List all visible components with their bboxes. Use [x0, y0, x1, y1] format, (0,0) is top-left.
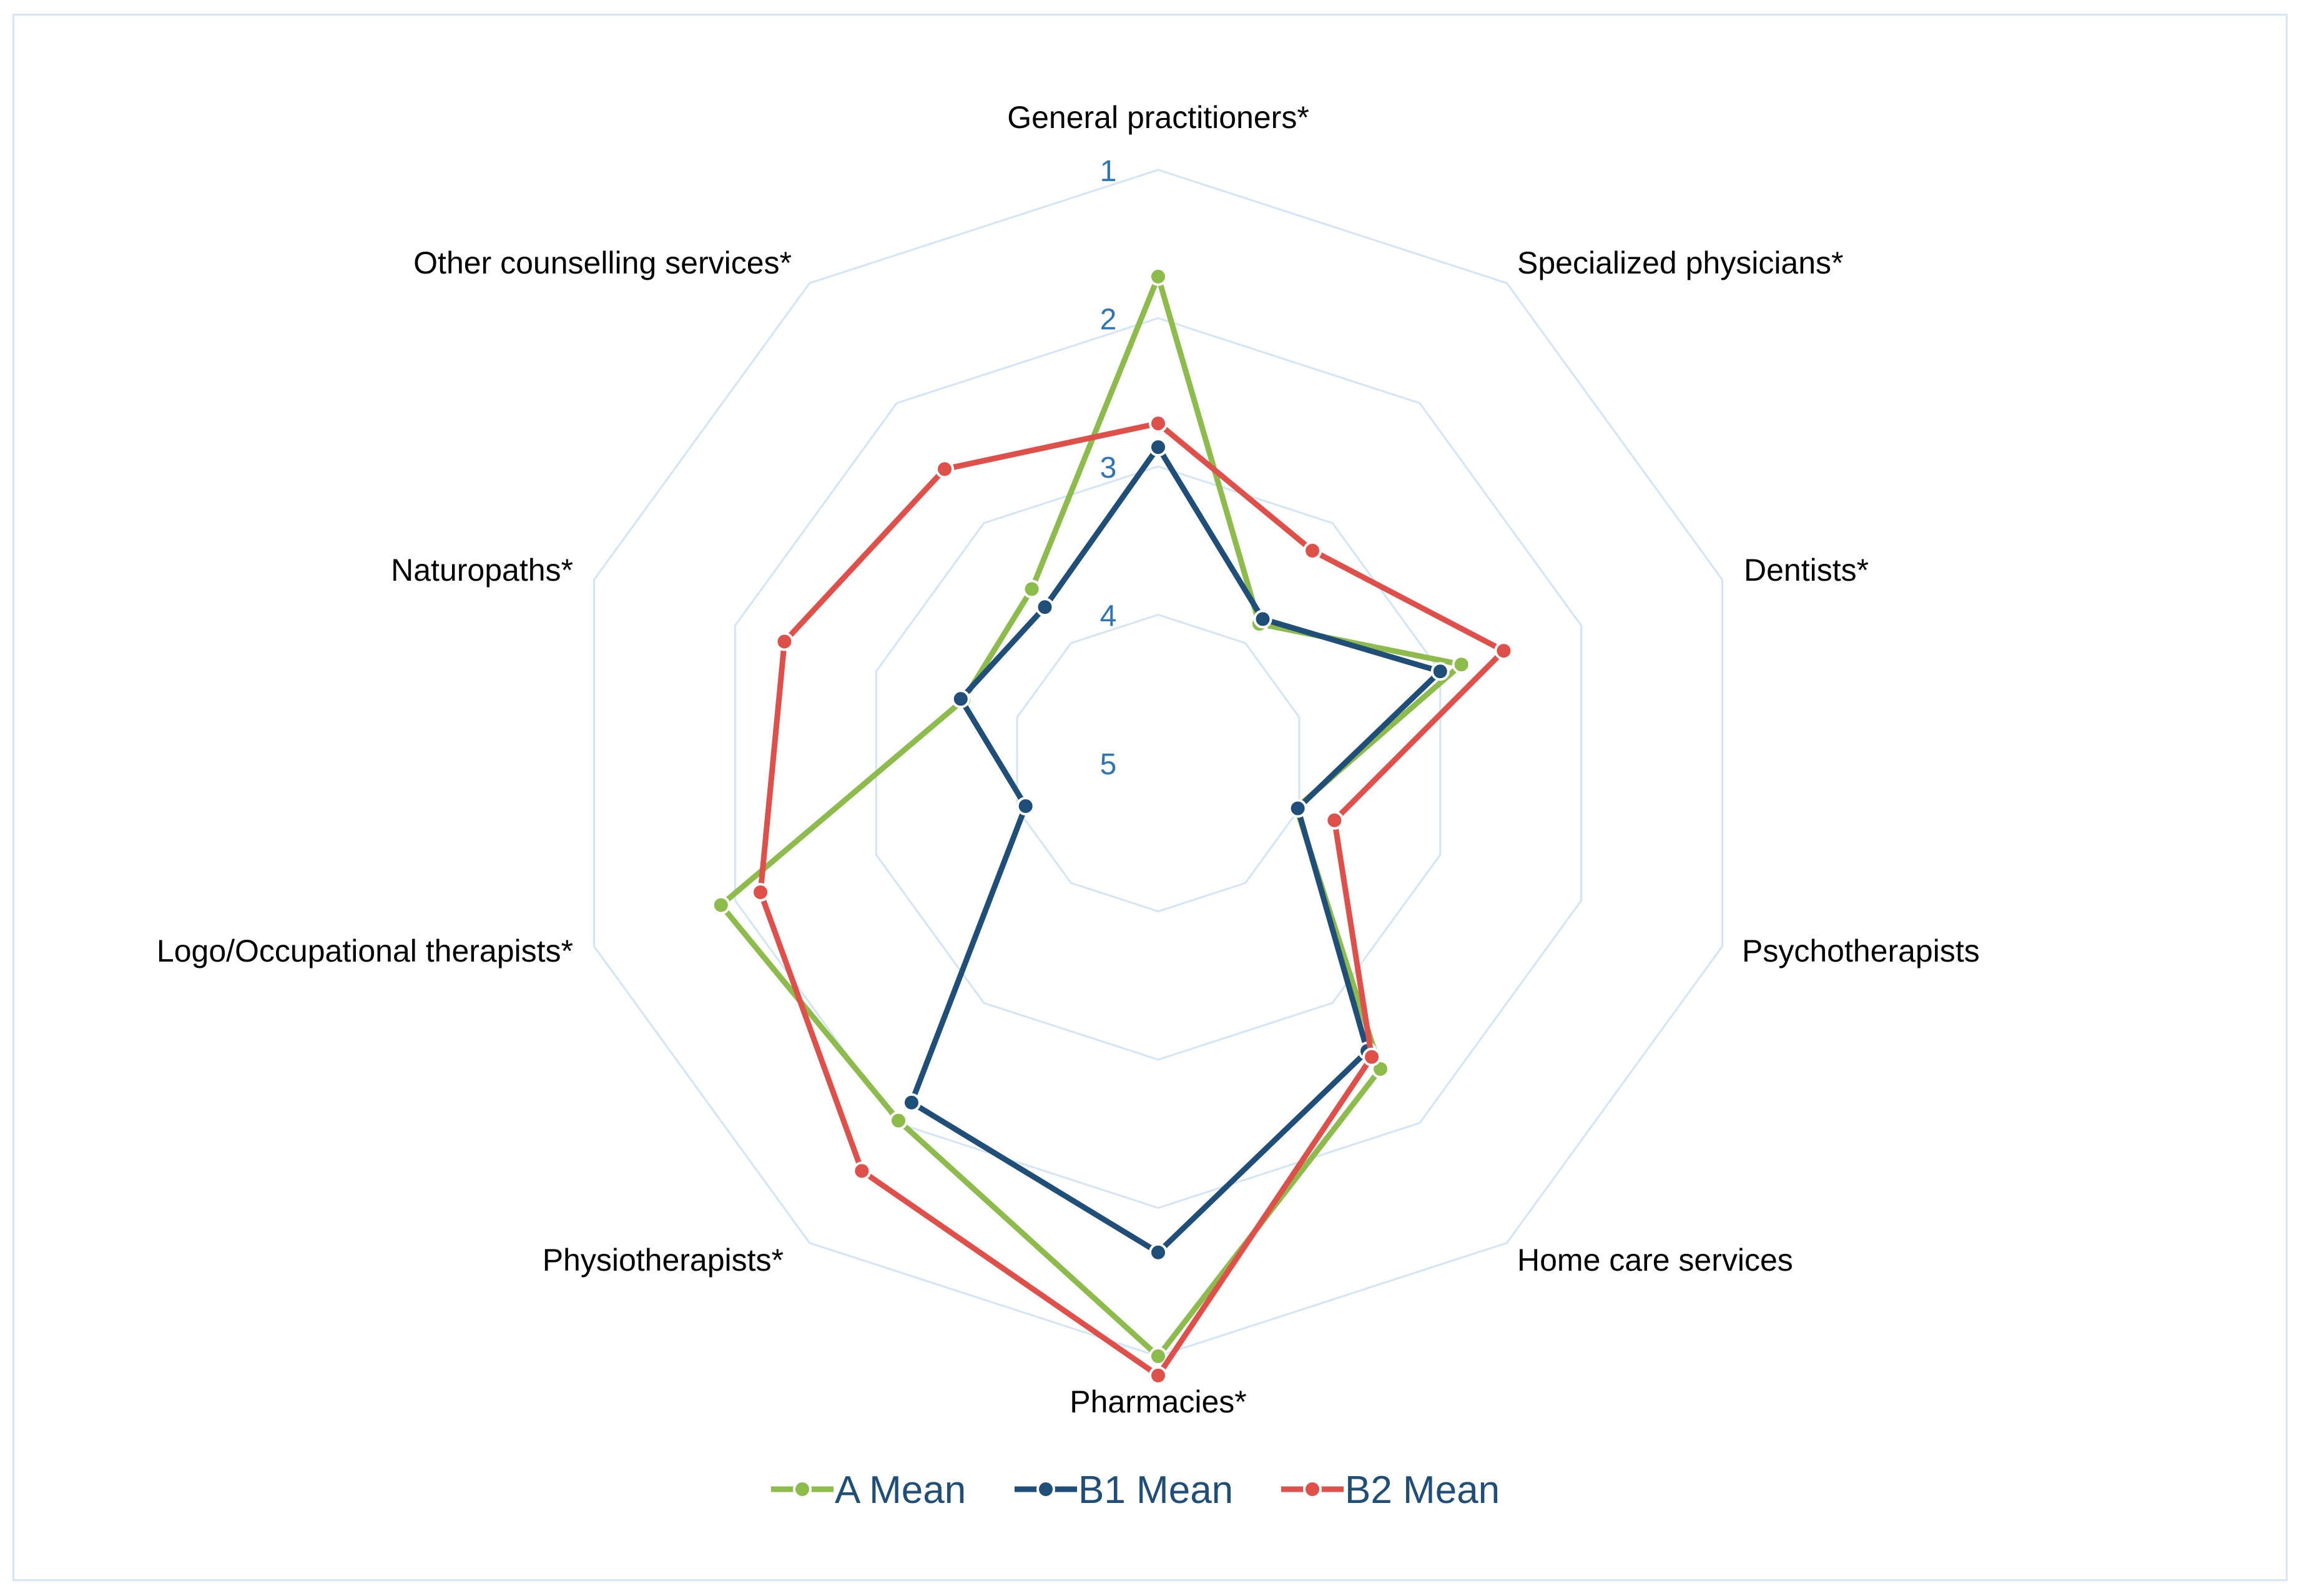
- data-point: [1303, 541, 1322, 560]
- data-point: [1362, 1047, 1382, 1066]
- tick-label-1: 1: [1100, 155, 1117, 188]
- category-label: Naturopaths*: [391, 553, 573, 588]
- data-point: [951, 689, 970, 709]
- legend-swatch-marker: [1303, 1480, 1322, 1499]
- data-point: [1494, 641, 1513, 661]
- data-point: [1325, 810, 1344, 830]
- legend-swatch-marker: [1036, 1480, 1055, 1499]
- category-label: Other counselling services*: [413, 245, 792, 280]
- category-label: Psychotherapists: [1742, 933, 1980, 968]
- data-point: [1149, 438, 1168, 457]
- data-point: [1253, 609, 1272, 629]
- gridline-1: [593, 169, 1724, 1357]
- category-label: Specialized physicians*: [1517, 245, 1844, 280]
- category-label: General practitioners*: [1007, 100, 1309, 135]
- data-point: [1022, 579, 1041, 599]
- data-point: [1149, 1366, 1168, 1385]
- legend-swatch-marker: [793, 1480, 812, 1499]
- data-point: [711, 895, 730, 915]
- data-point: [1149, 414, 1168, 433]
- legend: A Mean B1 Mean B2 Mean: [771, 1469, 1500, 1512]
- series-1: [711, 267, 1471, 1366]
- data-point: [888, 1111, 908, 1130]
- category-label: Logo/Occupational therapists*: [157, 933, 573, 968]
- category-label: Pharmacies*: [1070, 1384, 1246, 1419]
- data-point: [852, 1161, 872, 1181]
- category-label: Home care services: [1517, 1243, 1793, 1278]
- data-point: [1149, 1347, 1168, 1366]
- data-point: [1149, 1243, 1168, 1262]
- series-line: [757, 420, 1507, 1379]
- category-label: Dentists*: [1744, 553, 1869, 588]
- legend-label: A Mean: [835, 1469, 966, 1512]
- data-point: [1288, 799, 1307, 818]
- tick-label-5: 5: [1100, 748, 1117, 781]
- data-point: [902, 1093, 921, 1112]
- gridline-4: [1016, 613, 1301, 913]
- data-point: [1452, 655, 1471, 674]
- data-point: [775, 632, 794, 651]
- series-3: [751, 414, 1513, 1385]
- data-point: [1035, 598, 1055, 617]
- tick-label-3: 3: [1100, 451, 1117, 485]
- series-line: [908, 444, 1444, 1256]
- data-point: [751, 882, 770, 902]
- tick-label-4: 4: [1100, 600, 1117, 633]
- series-2: [902, 438, 1450, 1262]
- data-point: [1016, 796, 1035, 815]
- legend-label: B2 Mean: [1345, 1469, 1500, 1512]
- data-point: [935, 460, 954, 479]
- legend-label: B1 Mean: [1078, 1469, 1233, 1512]
- data-point: [1149, 267, 1168, 286]
- grid-group: [593, 169, 1724, 1357]
- gridline-3: [875, 465, 1442, 1061]
- category-label: Physiotherapists*: [543, 1243, 784, 1278]
- gridline-2: [734, 317, 1583, 1209]
- data-point: [1430, 662, 1450, 681]
- tick-label-2: 2: [1100, 303, 1117, 337]
